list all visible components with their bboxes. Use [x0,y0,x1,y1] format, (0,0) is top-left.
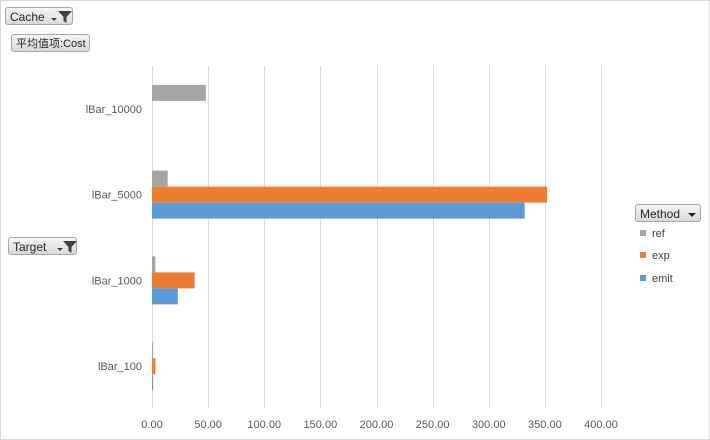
legend-label-exp: exp [652,250,670,262]
method-filter-label: Method [640,207,681,221]
legend-label-emit: emit [652,273,673,285]
legend-item-emit[interactable]: emit [640,273,673,285]
legend-swatch-ref [640,230,646,237]
value-field-label: 平均值项:Cost [16,38,86,50]
legend-swatch-exp [640,252,646,259]
funnel-filter-icon [58,9,72,30]
target-filter-label: Target [13,240,47,254]
legend-swatch-emit [640,275,646,282]
legend-item-ref[interactable]: ref [640,228,665,240]
legend-item-exp[interactable]: exp [640,250,670,262]
dropdown-arrow-icon [688,206,696,227]
value-field-button[interactable]: 平均值项:Cost [11,34,90,52]
legend-label-ref: ref [652,228,665,240]
cache-filter-button[interactable]: Cache [5,7,73,25]
cache-filter-label: Cache [10,10,45,24]
dropdown-arrow-icon [51,9,57,30]
method-filter-button[interactable]: Method [635,204,701,222]
funnel-filter-icon [63,239,77,260]
target-filter-button[interactable]: Target [8,237,77,255]
dropdown-arrow-icon [57,239,63,260]
